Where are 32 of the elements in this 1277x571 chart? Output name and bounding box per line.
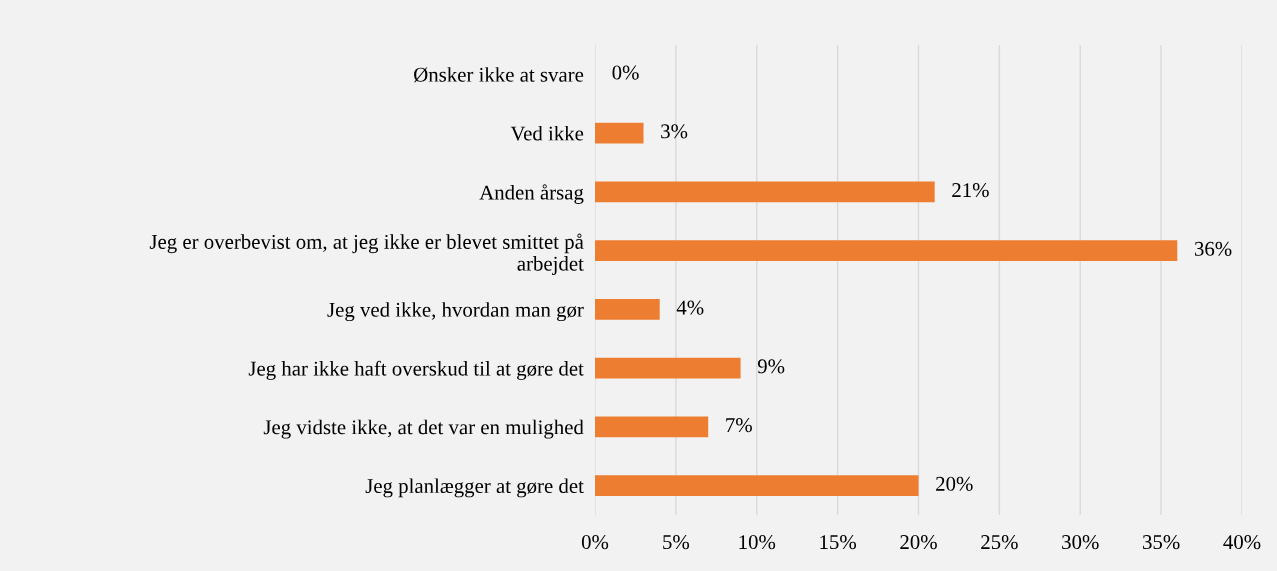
x-tick-label: 10%: [739, 535, 776, 550]
bar: [595, 416, 709, 438]
y-tick-label: Jeg har ikke haft overskud til at gøre det: [248, 360, 584, 380]
data-label: 4%: [676, 300, 704, 315]
bar: [595, 181, 935, 203]
x-tick-label: 30%: [1062, 535, 1099, 550]
bar: [595, 357, 741, 379]
data-label: 21%: [952, 183, 989, 198]
y-tick-label: Jeg ved ikke, hvordan man gør: [327, 302, 584, 322]
bar: [595, 240, 1178, 261]
y-tick-label: Jeg er overbevist om, at jeg ikke er blevet smittet på arbejdet: [149, 233, 584, 275]
x-tick-label: 20%: [900, 535, 937, 550]
data-label: 9%: [757, 359, 785, 374]
x-tick-label: 35%: [1143, 535, 1180, 550]
data-label: 0%: [612, 65, 639, 80]
y-tick-label: Jeg vidste ikke, at det var en mulighed: [263, 419, 584, 439]
data-label: 20%: [936, 476, 973, 491]
x-tick-label: 15%: [820, 535, 857, 550]
bar: [595, 475, 919, 496]
bar: [595, 299, 660, 320]
y-tick-label: Jeg planlægger at gøre det: [365, 478, 584, 498]
data-label: 3%: [661, 124, 688, 139]
x-tick-label: 40%: [1223, 535, 1261, 550]
x-tick-label: 0%: [581, 535, 609, 550]
y-tick-label: Anden årsag: [479, 184, 584, 204]
data-label: 36%: [1194, 241, 1232, 256]
y-tick-label: Ønsker ikke at svare: [414, 67, 584, 83]
data-label: 7%: [726, 418, 752, 433]
x-tick-label: 25%: [981, 535, 1018, 550]
x-tick-label: 5%: [663, 535, 690, 550]
y-tick-label: Ved ikke: [510, 125, 584, 141]
bar: [595, 122, 644, 144]
